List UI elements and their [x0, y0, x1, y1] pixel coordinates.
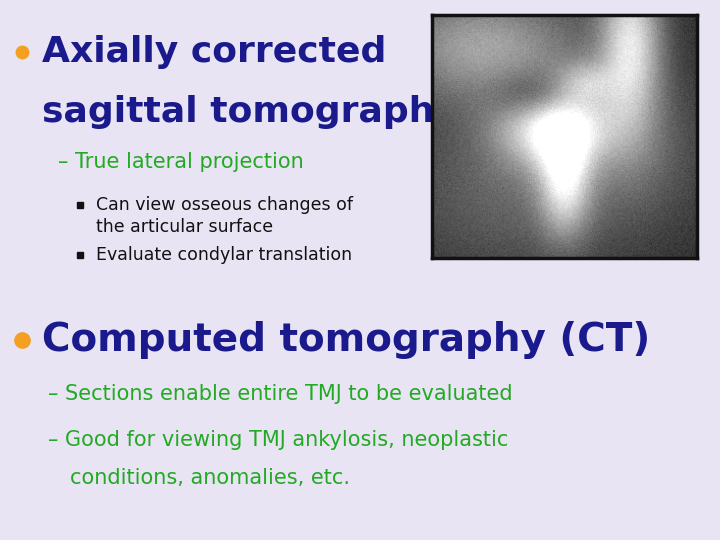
Text: Evaluate condylar translation: Evaluate condylar translation	[96, 246, 352, 264]
Text: – True lateral projection: – True lateral projection	[58, 152, 304, 172]
Text: Can view osseous changes of: Can view osseous changes of	[96, 196, 353, 214]
Text: the articular surface: the articular surface	[96, 218, 273, 236]
Text: – Sections enable entire TMJ to be evaluated: – Sections enable entire TMJ to be evalu…	[48, 384, 513, 404]
Text: Computed tomography (CT): Computed tomography (CT)	[42, 321, 650, 359]
Text: – Good for viewing TMJ ankylosis, neoplastic: – Good for viewing TMJ ankylosis, neopla…	[48, 430, 508, 450]
Text: sagittal tomography: sagittal tomography	[42, 95, 458, 129]
Text: conditions, anomalies, etc.: conditions, anomalies, etc.	[70, 468, 350, 488]
Text: Axially corrected: Axially corrected	[42, 35, 387, 69]
